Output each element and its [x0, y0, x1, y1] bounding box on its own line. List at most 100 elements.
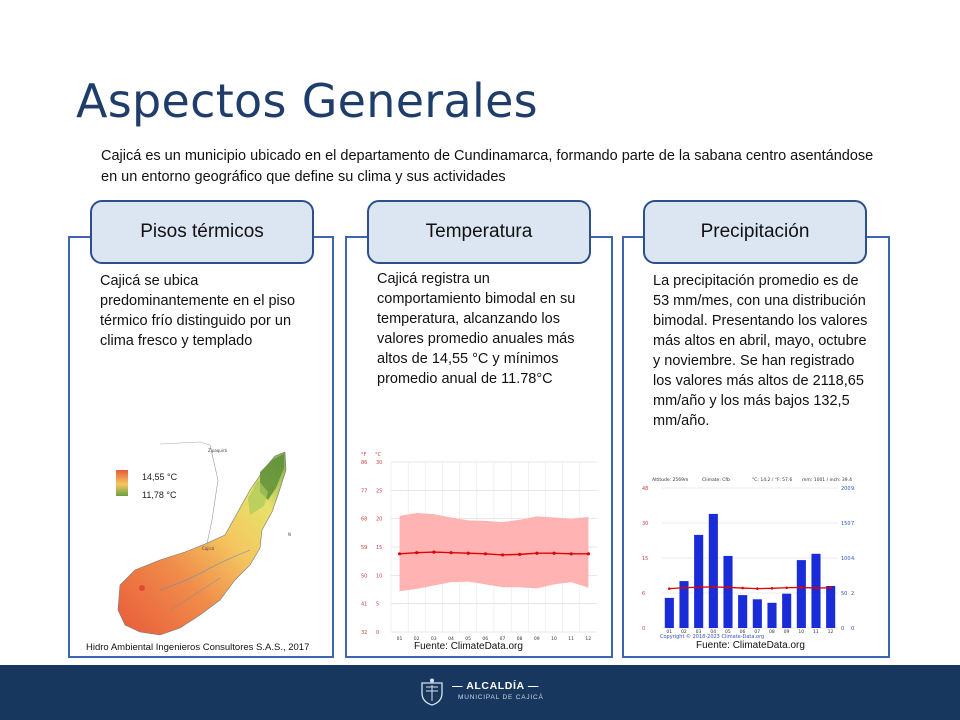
footer-brand: — ALCALDÍA —: [452, 680, 539, 692]
temp-mean-line: [399, 551, 589, 556]
precip-header-item: Climate: Cfb: [702, 477, 730, 483]
precip-temp-point: [741, 586, 744, 590]
temp-mean-point: [535, 551, 539, 555]
precip-header-item: Altitude: 2569m: [652, 477, 688, 483]
precip-temp-point: [682, 586, 686, 590]
temperature-chart: °F °C 86 30 77 25 68 20 59 15 50 10 41 5 32 0 01 02 03 04 05…: [361, 452, 597, 642]
precip-bar: [811, 553, 821, 628]
temp-mean-point: [449, 551, 453, 555]
temp-ytick-f: 86: [361, 460, 367, 466]
intro-text: Cajicá es un municipio ubicado en el dep…: [101, 148, 874, 185]
precip-ytick-mm: 0: [841, 626, 844, 632]
temp-ytick-c: 25: [376, 488, 382, 494]
precip-temp-point: [756, 587, 759, 590]
temp-ytick-f: 68: [361, 517, 367, 523]
precip-xtick: 09: [784, 629, 790, 635]
temp-ytick-c: 0: [376, 630, 379, 636]
precip-bar: [664, 597, 674, 628]
precip-temp-point: [668, 587, 671, 590]
precip-xtick: 06: [740, 629, 746, 635]
precip-bar: [723, 555, 733, 628]
temp-unit-c: °C: [375, 452, 382, 458]
tab-precipitacion[interactable]: Precipitación: [643, 200, 867, 264]
temp-ytick-f: 59: [361, 545, 367, 551]
temperatura-text: Cajicá registra un comportamiento bimoda…: [377, 271, 576, 387]
temp-ytick-c: 15: [376, 545, 382, 551]
precip-ytick-temp: 30: [642, 521, 648, 527]
temp-xtick: 08: [517, 636, 523, 642]
precip-bar: [796, 560, 806, 628]
precipitacion-text: La precipitación promedio es de 53 mm/me…: [653, 273, 868, 429]
precip-temp-point: [712, 585, 715, 589]
temp-ytick-f: 77: [361, 488, 367, 494]
precip-ytick-inch: 0.0: [851, 626, 855, 632]
precip-ytick-temp: 6: [642, 591, 645, 597]
temp-ytick-f: 41: [361, 602, 367, 608]
temp-xtick: 12: [585, 636, 591, 642]
temperatura-source: Fuente: ClimateData.org: [414, 641, 523, 652]
precip-ytick-inch: 4.7: [851, 556, 855, 562]
precip-xtick: 08: [769, 629, 775, 635]
precip-ytick-temp: 0: [642, 626, 645, 632]
precip-bar: [738, 595, 748, 628]
precip-xtick: 05: [725, 629, 731, 635]
precip-ytick-inch: 7.1: [851, 521, 855, 527]
temp-xtick: 03: [431, 636, 437, 642]
map-label-center: Cajicá: [202, 546, 215, 551]
precip-temp-point: [800, 586, 803, 589]
precip-temp-point: [697, 585, 700, 589]
map-legend-high: 14,55 °C: [142, 472, 178, 482]
pisos-termicos-source: Hidro Ambiental Ingenieros Consultores S…: [86, 642, 310, 653]
precip-ytick-mm: 50: [841, 591, 847, 597]
page-title: Aspectos Generales: [76, 74, 538, 128]
pisos-termicos-text: Cajicá se ubica predominantemente en el …: [100, 273, 296, 349]
precip-ytick-inch: 9.8: [851, 486, 855, 492]
precip-header-item: °C: 14.2 / °F: 57.6: [752, 477, 792, 483]
precip-xtick: 11: [813, 629, 819, 635]
temp-mean-point: [397, 552, 402, 556]
precip-xtick: 02: [681, 629, 687, 635]
tab-pisos-termicos[interactable]: Pisos térmicos: [90, 200, 314, 264]
precip-xtick: 03: [696, 629, 702, 635]
map-label-top: Zipaquirá: [208, 448, 228, 453]
temp-ytick-c: 5: [376, 602, 379, 608]
temp-mean-point: [500, 553, 505, 557]
precip-bar: [679, 581, 689, 628]
temp-mean-point: [518, 552, 522, 556]
temp-ytick-c: 10: [376, 573, 382, 579]
precip-bar: [782, 593, 792, 628]
precip-temp-point: [829, 586, 832, 590]
precip-xtick: 10: [798, 629, 804, 635]
temp-xtick: 05: [465, 636, 471, 642]
precip-temp-point: [770, 587, 774, 590]
panel-precipitacion: [622, 236, 890, 658]
precip-footnote: Copyright © 2018-2023 Climate-Data.org: [660, 633, 764, 640]
temp-ytick-f: 32: [361, 630, 367, 636]
precip-ytick-mm: 150: [841, 521, 851, 527]
precip-bar: [767, 602, 777, 628]
map-legend-bar: [116, 470, 128, 496]
temp-mean-point: [432, 550, 436, 554]
temp-unit-f: °F: [361, 452, 367, 458]
precipitacion-source: Fuente: ClimateData.org: [696, 640, 805, 651]
precip-xtick: 01: [666, 629, 672, 635]
precip-header-item: mm: 1001 / inch: 39.4: [802, 477, 852, 483]
precip-bar: [752, 599, 762, 628]
temp-mean-point: [569, 552, 573, 556]
precip-ytick-temp: 48: [642, 486, 648, 492]
temp-mean-point: [552, 551, 556, 555]
precip-temp-point: [726, 586, 730, 589]
precip-bar: [826, 586, 836, 628]
tab-temperatura[interactable]: Temperatura: [367, 200, 591, 264]
precip-temp-point: [814, 586, 818, 590]
footer-subtitle: MUNICIPAL DE CAJICÁ: [458, 694, 544, 701]
precip-ytick-mm: 200: [841, 486, 851, 492]
thermal-floor-map: 14,55 °C 11,78 °C Zipaquirá Cajicá N: [116, 441, 291, 636]
precip-xtick: 04: [710, 629, 716, 635]
precipitation-chart: Altitude: 2569m Climate: Cfb °C: 14.2 / °F…: [642, 477, 855, 640]
footer-bar: [0, 665, 960, 720]
precip-temp-point: [785, 586, 788, 590]
temp-range-band: [399, 513, 589, 592]
temp-xtick: 10: [551, 636, 557, 642]
precip-bar: [694, 534, 704, 628]
